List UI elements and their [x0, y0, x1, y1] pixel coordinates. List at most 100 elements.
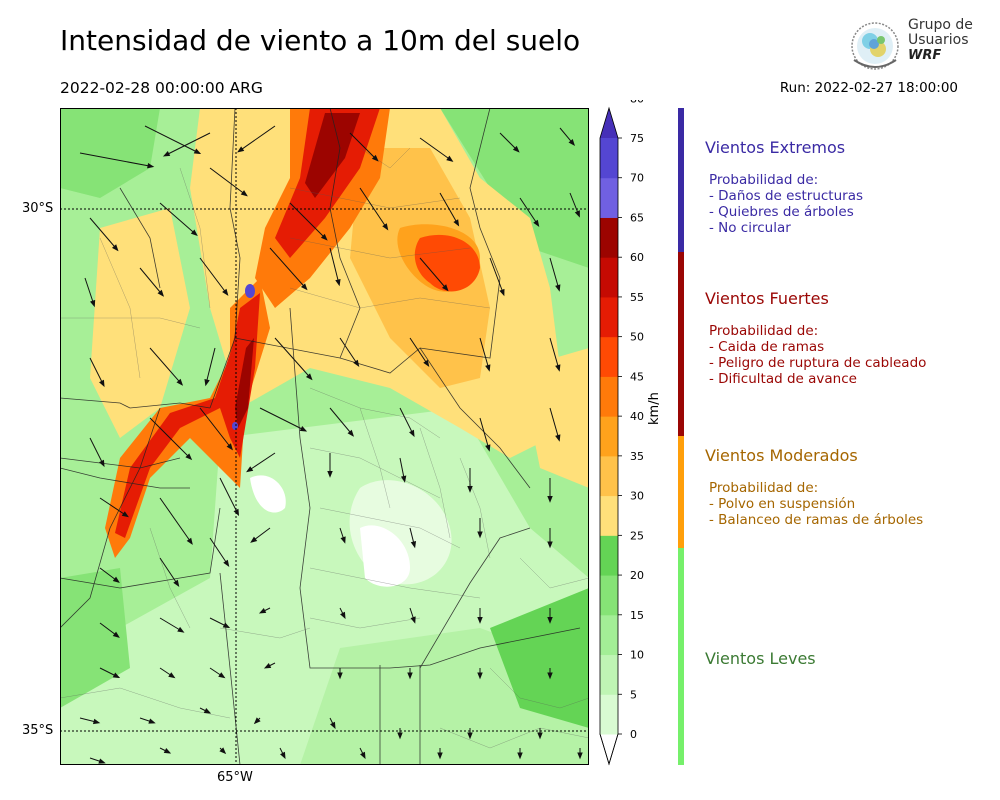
wind-vector [79, 152, 153, 167]
strong-wind-zone [305, 113, 360, 198]
wind-vector-head [382, 223, 389, 231]
lat-label-35s: 35°S [22, 723, 54, 738]
wind-vector [89, 437, 104, 466]
wind-vector-head [555, 364, 561, 372]
colorbar-tick-label: 10 [630, 649, 644, 662]
category-line: - No circular [709, 220, 791, 236]
wind-vector-head [99, 459, 105, 468]
wind-vector [89, 217, 118, 250]
wind-vector-head [222, 622, 231, 629]
wind-vector-head [547, 496, 553, 503]
wind-vector-head [327, 471, 333, 478]
wind-vector-head [477, 617, 483, 624]
wind-vector [144, 125, 200, 154]
wind-vector-head [453, 219, 460, 227]
colorbar-tick-label: 30 [630, 490, 644, 503]
category-title-moderate: Vientos Moderados [705, 446, 858, 465]
colorbar-block [600, 694, 618, 735]
moderate-wind-zone [520, 348, 589, 488]
colorbar-block [599, 733, 619, 766]
wind-vector-head [485, 364, 491, 372]
colorbar-tick-label: 75 [630, 132, 644, 145]
wind-vector-head [410, 540, 417, 549]
wind-vector-head [512, 145, 520, 153]
wind-vector-head [168, 672, 176, 679]
wind-vector-head [190, 229, 198, 237]
wind-vector [209, 167, 247, 196]
category-list-extreme: Probabilidad de: - Daños de estructuras … [709, 172, 863, 236]
wind-vector-head [163, 748, 172, 754]
wind-vector-head [347, 429, 355, 437]
colorbar-tick-label: 65 [630, 211, 644, 224]
wind-vector-head [441, 284, 449, 292]
wind-vector-head [340, 536, 346, 544]
category-line: - Daños de estructuras [709, 188, 864, 204]
wind-vector-head [577, 752, 583, 760]
wind-vector-head [335, 278, 341, 287]
wind-vector-head [353, 359, 360, 367]
wind-vector [329, 247, 340, 285]
wind-vector-head [173, 579, 180, 587]
wind-vector-head [437, 752, 443, 760]
colorbar-tick-label: 45 [630, 370, 644, 383]
green-wind-zone [440, 108, 589, 268]
wind-vector-head [219, 747, 227, 755]
wind-vector-head [240, 190, 248, 197]
green-wind-zone [60, 568, 130, 708]
category-line: - Quiebres de árboles [709, 204, 854, 220]
colorbar-block [600, 257, 618, 298]
wind-vector-head [157, 289, 165, 297]
colorbar-block [600, 575, 618, 616]
extreme-wind-spot [232, 422, 238, 430]
wind-vector-head [555, 284, 561, 292]
wind-vector-head [111, 244, 119, 252]
wind-vector [149, 417, 191, 459]
wind-vector-head [204, 378, 210, 387]
wind-vector-head [222, 288, 229, 296]
category-title-strong: Vientos Fuertes [705, 289, 829, 308]
wind-vector-head [360, 751, 366, 760]
category-line: - Polvo en suspensión [709, 496, 856, 512]
wind-vector [159, 497, 192, 544]
colorbar-tick-label: 20 [630, 569, 644, 582]
green-wind-zone [60, 108, 160, 198]
colorbar-tick-label: 15 [630, 609, 644, 622]
wind-vector [205, 347, 216, 385]
wind-vector-head [537, 732, 543, 740]
wind-vector [219, 477, 239, 515]
colorbar-block [600, 336, 618, 377]
wind-vector-head [409, 429, 415, 438]
wind-speed-map [60, 108, 589, 765]
wind-vector-head [112, 672, 121, 679]
category-line: - Peligro de ruptura de cableado [709, 355, 927, 371]
strong-wind-zone [235, 338, 254, 428]
map-title: Intensidad de viento a 10m del suelo [60, 24, 581, 57]
wind-vector-head [499, 288, 505, 297]
wind-vector [159, 202, 197, 235]
colorbar-tick-label: 25 [630, 529, 644, 542]
wind-vector [479, 417, 490, 450]
wind-vector-head [246, 466, 254, 473]
wind-vector-head [253, 717, 261, 725]
category-line: Probabilidad de: [709, 172, 819, 188]
wind-vector [489, 257, 504, 295]
wind-vector [359, 187, 388, 229]
extreme-wind-spot [245, 284, 255, 298]
wind-vector [439, 192, 459, 225]
category-bar-light [678, 548, 684, 765]
wind-vector-head [299, 426, 308, 432]
wind-vector-head [340, 611, 346, 620]
calm-zone [250, 475, 286, 513]
wind-vector-head [320, 233, 328, 241]
wind-vector [419, 257, 448, 290]
wind-vector-head [547, 617, 553, 624]
wind-vector-head [99, 379, 105, 388]
wind-vector-head [177, 626, 185, 633]
wind-vector-head [568, 138, 576, 147]
colorbar-tick-label: 50 [630, 331, 644, 344]
logo-text: Grupo de Usuarios WRF [908, 18, 973, 64]
wind-vector-head [250, 536, 258, 543]
colorbar-tick-label: 70 [630, 172, 644, 185]
wind-vector [479, 337, 490, 370]
wind-vector-head [162, 151, 171, 157]
